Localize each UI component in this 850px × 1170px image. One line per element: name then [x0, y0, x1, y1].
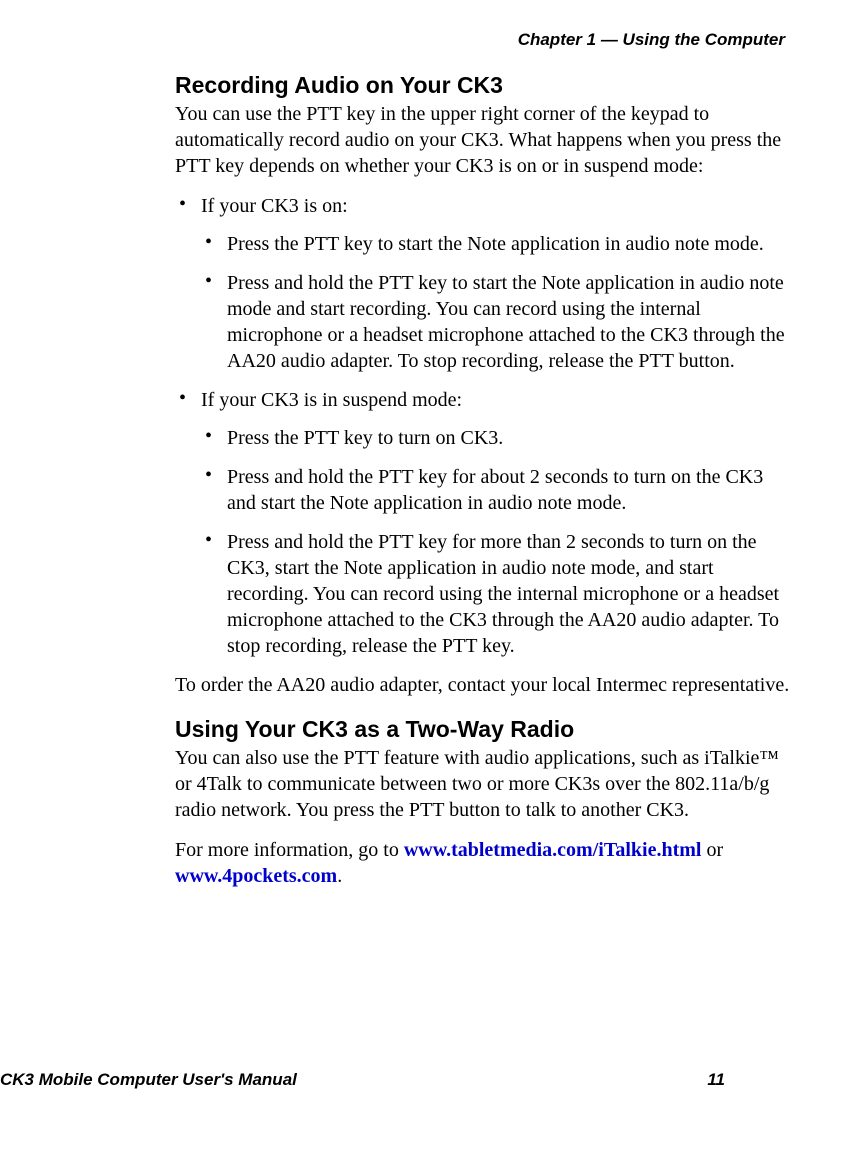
page-footer: CK3 Mobile Computer User's Manual 11	[0, 1070, 730, 1090]
moreinfo-period: .	[337, 865, 342, 887]
bullet-item: Press the PTT key to turn on CK3.	[201, 425, 790, 451]
section2-heading: Using Your CK3 as a Two-Way Radio	[175, 716, 790, 743]
section1-intro: You can use the PTT key in the upper rig…	[175, 101, 790, 179]
link-italkie[interactable]: www.tabletmedia.com/iTalkie.html	[404, 839, 702, 861]
chapter-header: Chapter 1 — Using the Computer	[0, 30, 790, 50]
link-4pockets[interactable]: www.4pockets.com	[175, 865, 337, 887]
bullet-text: Press the PTT key to start the Note appl…	[227, 231, 790, 257]
bullet-text: Press and hold the PTT key for about 2 s…	[227, 464, 790, 516]
section1-closing: To order the AA20 audio adapter, contact…	[175, 672, 790, 698]
page-content: Recording Audio on Your CK3 You can use …	[0, 72, 790, 889]
footer-page-number: 11	[707, 1070, 730, 1090]
bullet-item: Press and hold the PTT key to start the …	[201, 270, 790, 374]
bullet-item: Press the PTT key to start the Note appl…	[201, 231, 790, 257]
bullet-text: If your CK3 is on:	[201, 193, 790, 219]
bullet-item: If your CK3 is on:	[175, 193, 790, 219]
section1-heading: Recording Audio on Your CK3	[175, 72, 790, 99]
section2-moreinfo: For more information, go to www.tabletme…	[175, 837, 790, 889]
bullet-text: If your CK3 is in suspend mode:	[201, 387, 790, 413]
bullet-item: Press and hold the PTT key for more than…	[201, 529, 790, 659]
bullet-text: Press and hold the PTT key for more than…	[227, 529, 790, 659]
bullet-item: If your CK3 is in suspend mode:	[175, 387, 790, 413]
section2-intro: You can also use the PTT feature with au…	[175, 745, 790, 823]
bullet-text: Press the PTT key to turn on CK3.	[227, 425, 790, 451]
bullet-text: Press and hold the PTT key to start the …	[227, 270, 790, 374]
footer-title: CK3 Mobile Computer User's Manual	[0, 1070, 297, 1090]
bullet-item: Press and hold the PTT key for about 2 s…	[201, 464, 790, 516]
moreinfo-or: or	[701, 839, 723, 861]
moreinfo-pre: For more information, go to	[175, 839, 404, 861]
